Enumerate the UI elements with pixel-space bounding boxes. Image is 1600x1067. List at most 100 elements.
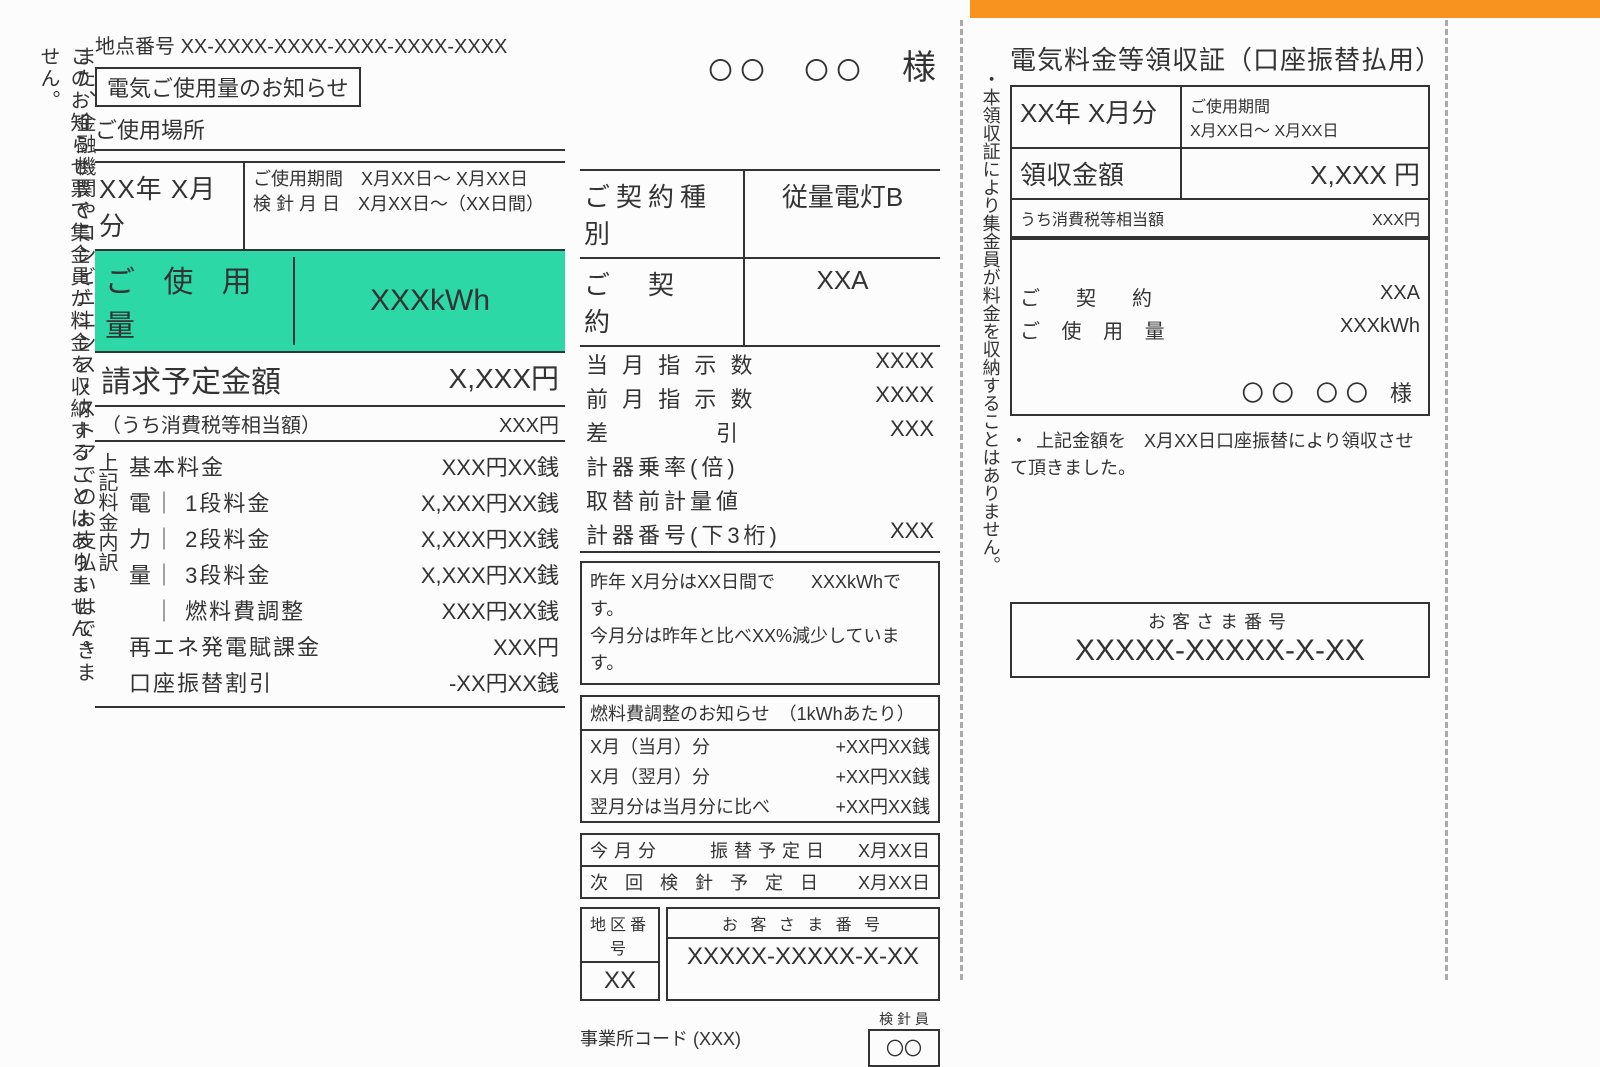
- breakdown-item-label: ｜ 燃料費調整: [129, 594, 442, 626]
- meter-value: [824, 484, 934, 516]
- stub-customer-number-header: お客さま番号: [1018, 608, 1422, 634]
- fuel-label: X月（当月）分: [590, 733, 835, 759]
- breakdown-item-value: XXX円XX銭: [442, 450, 559, 482]
- meter-row: 前 月 指 示 数XXXX: [580, 381, 940, 415]
- stub-note-text: 上記金額を X月XX日口座振替により領収させて頂きました。: [1010, 431, 1414, 478]
- tax-label: （うち消費税等相当額）: [101, 409, 499, 438]
- contract-label: ご契約種別: [580, 171, 745, 257]
- stub-usage-period-label: ご使用期間: [1190, 93, 1338, 117]
- meter-label: 差 引: [586, 416, 824, 448]
- perforation-line-1: [960, 20, 963, 980]
- orange-header-bar: [970, 0, 1600, 18]
- meter-row: 当 月 指 示 数XXXX: [580, 347, 940, 381]
- stub-usage-label: ご 使 用 量: [1020, 315, 1340, 344]
- stub-usage-period: ご使用期間 X月XX日～ X月XX日: [1182, 87, 1346, 147]
- customer-number-value: XXXXX-XXXXX-X-XX: [668, 939, 938, 975]
- fuel-row: X月（翌月）分+XX円XX銭: [582, 761, 938, 791]
- stub-usage-period-value: X月XX日～ X月XX日: [1190, 117, 1338, 141]
- breakdown-item-label: 電｜ 1段料金: [129, 486, 421, 518]
- breakdown-line: 再エネ発電賦課金XXX円: [123, 628, 565, 664]
- period-row: XX年 X月分 ご使用期間 X月XX日～ X月XX日 検 針 月 日 X月XX日…: [95, 161, 565, 251]
- customer-number-box: お 客 さ ま 番 号 XXXXX-XXXXX-X-XX: [666, 907, 940, 1001]
- schedule-value: X月XX日: [858, 869, 930, 895]
- contract-table: ご契約種別従量電灯Bご 契 約XXA: [580, 169, 940, 347]
- meter-value: XXXX: [824, 348, 934, 380]
- location-number: XX-XXXX-XXXX-XXXX-XXXX-XXXX: [181, 36, 508, 58]
- stub-usage-value: XXXkWh: [1340, 315, 1420, 344]
- fuel-row: X月（当月）分+XX円XX銭: [582, 731, 938, 761]
- meter-row: 計器番号(下3桁)XXX: [580, 517, 940, 551]
- schedule-label: 今月分 振替予定日: [590, 837, 858, 863]
- office-row: 事業所コード (XXX) 検 針 員 〇〇: [580, 1009, 940, 1067]
- district-value: XX: [582, 963, 658, 999]
- breakdown-item-label: 口座振替割引: [129, 666, 449, 698]
- meter-row: 計器乗率(倍): [580, 449, 940, 483]
- breakdown-line: 力｜ 2段料金X,XXX円XX銭: [123, 520, 565, 556]
- meter-label: 前 月 指 示 数: [586, 382, 824, 414]
- stub-contract-label: ご 契 約: [1020, 282, 1380, 311]
- meter-label: 計器番号(下3桁): [586, 518, 824, 550]
- usage-amount-row: ご 使 用 量 XXXkWh: [95, 251, 565, 353]
- location-label: 地点番号: [95, 36, 175, 58]
- breakdown-line: ｜ 燃料費調整XXX円XX銭: [123, 592, 565, 628]
- meter-row: 取替前計量値: [580, 483, 940, 517]
- billing-row: 請求予定金額 X,XXX円: [95, 353, 565, 407]
- meter-reader-value: 〇〇: [868, 1029, 940, 1067]
- meter-table: 当 月 指 示 数XXXX前 月 指 示 数XXXX差 引XXX計器乗率(倍)取…: [580, 347, 940, 553]
- schedule-label: 次 回 検 針 予 定 日: [590, 869, 858, 895]
- location-number-row: 地点番号 XX-XXXX-XXXX-XXXX-XXXX-XXXX: [95, 30, 565, 59]
- meter-read-date: 検 針 月 日 X月XX日～（XX日間）: [253, 192, 557, 217]
- breakdown-item-value: X,XXX円XX銭: [421, 558, 559, 590]
- comparison-box: 昨年 X月分はXX日間で XXXkWhです。 今月分は昨年と比べXX%減少してい…: [580, 561, 940, 685]
- name-suffix: 様: [902, 49, 940, 87]
- stub-receipt-note: ・上記金額を X月XX日口座振替により領収させて頂きました。: [1010, 428, 1430, 482]
- meter-label: 当 月 指 示 数: [586, 348, 824, 380]
- bullet-icon: ・: [1010, 431, 1028, 451]
- fuel-value: +XX円XX銭: [835, 763, 930, 789]
- stub-side-note: ・本領収証により集金員が料金を収納することはありません。: [975, 70, 1006, 610]
- stub-box: XX年 X月分 ご使用期間 X月XX日～ X月XX日 領収金額 X,XXX 円 …: [1010, 85, 1430, 416]
- breakdown-side-label: 上記料金内訳: [95, 448, 123, 700]
- breakdown-item-label: 再エネ発電賦課金: [129, 630, 493, 662]
- fuel-value: +XX円XX銭: [835, 793, 930, 819]
- fuel-header: 燃料費調整のお知らせ （1kWhあたり）: [582, 697, 938, 731]
- meter-label: 取替前計量値: [586, 484, 824, 516]
- contract-row: ご契約種別従量電灯B: [580, 171, 940, 259]
- stub-period: XX年 X月分: [1012, 87, 1182, 147]
- district-header: 地区番号: [582, 909, 658, 963]
- perforation-line-2: [1445, 20, 1448, 980]
- fuel-row: 翌月分は当月分に比べ+XX円XX銭: [582, 791, 938, 821]
- usage-period: ご使用期間 X月XX日～ X月XX日: [253, 167, 557, 192]
- stub-amount-value: X,XXX 円: [1182, 149, 1428, 198]
- meter-value: XXX: [824, 518, 934, 550]
- compare-line-1: 昨年 X月分はXX日間で XXXkWhです。: [590, 569, 930, 623]
- billing-label: 請求予定金額: [95, 357, 345, 401]
- meter-value: [824, 450, 934, 482]
- stub-title: 電気料金等領収証（口座振替払用）: [1010, 40, 1430, 77]
- breakdown-item-value: XXX円XX銭: [442, 594, 559, 626]
- contract-panel: 〇〇 〇〇 様 ご契約種別従量電灯Bご 契 約XXA 当 月 指 示 数XXXX…: [580, 40, 940, 1067]
- fuel-value: +XX円XX銭: [835, 733, 930, 759]
- contract-value: 従量電灯B: [745, 171, 940, 257]
- schedule-row: 今月分 振替予定日X月XX日: [582, 835, 938, 867]
- breakdown-line: 口座振替割引-XX円XX銭: [123, 664, 565, 700]
- meter-row: 差 引XXX: [580, 415, 940, 449]
- breakdown-item-label: 力｜ 2段料金: [129, 522, 421, 554]
- meter-value: XXXX: [824, 382, 934, 414]
- stub-tax-label: うち消費税等相当額: [1012, 200, 1364, 236]
- customer-number-header: お 客 さ ま 番 号: [668, 909, 938, 939]
- billing-month: XX年 X月分: [95, 163, 245, 249]
- contract-value: XXA: [745, 259, 940, 345]
- fuel-adjustment-box: 燃料費調整のお知らせ （1kWhあたり） X月（当月）分+XX円XX銭X月（翌月…: [580, 695, 940, 823]
- compare-line-2: 今月分は昨年と比べXX%減少しています。: [590, 623, 930, 677]
- side-note-2: このお知らせ票で集金員が料金を収納することはありません。: [60, 46, 96, 686]
- breakdown-body: 基本料金XXX円XX銭電｜ 1段料金X,XXX円XX銭力｜ 2段料金X,XXX円…: [123, 448, 565, 700]
- stub-customer-name: 〇〇 〇〇 様: [1020, 376, 1420, 408]
- breakdown-section: 上記料金内訳 基本料金XXX円XX銭電｜ 1段料金X,XXX円XX銭力｜ 2段料…: [95, 442, 565, 708]
- fuel-label: 翌月分は当月分に比べ: [590, 793, 835, 819]
- stub-customer-number-value: XXXXX-XXXXX-X-XX: [1018, 634, 1422, 668]
- usage-place-label: ご使用場所: [95, 113, 565, 151]
- customer-name-placeholder: 〇〇 〇〇: [709, 58, 869, 85]
- breakdown-line: 量｜ 3段料金X,XXX円XX銭: [123, 556, 565, 592]
- contract-label: ご 契 約: [580, 259, 745, 345]
